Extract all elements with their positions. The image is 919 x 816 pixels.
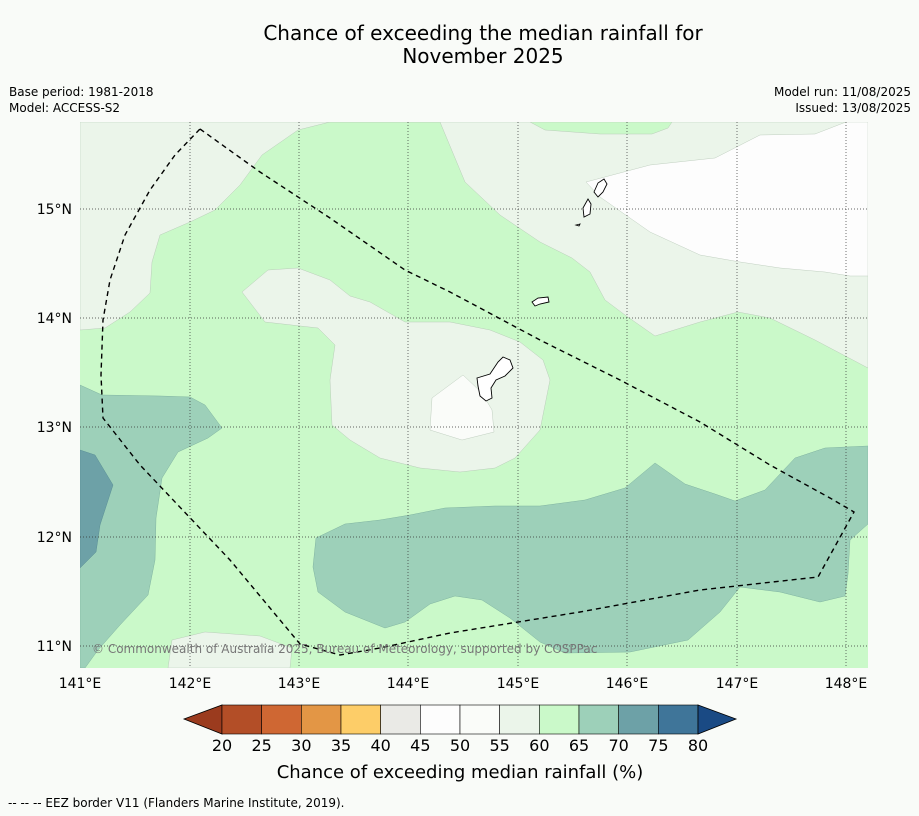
probability-region-65-70-west [80,384,223,668]
colorbar-tick-label: 20 [212,736,232,755]
colorbar-tick-label: 65 [569,736,589,755]
colorbar-swatch [380,704,421,735]
colorbar-tick-label: 60 [529,736,549,755]
colorbar: 20 25 30 35 40 45 50 55 60 65 70 75 80 Chance of exc… [182,704,738,783]
lat-label: 14°N [37,311,72,327]
colorbar-tick-label: 45 [410,736,430,755]
colorbar-tick-label: 75 [648,736,668,755]
rota-island [531,296,550,307]
colorbar-tick-label: 25 [251,736,271,755]
title-line-2: November 2025 [402,44,564,68]
colorbar-tick-label: 50 [450,736,470,755]
colorbar-ticks: 20 25 30 35 40 45 50 55 60 65 70 75 80 [212,736,708,755]
graticule [80,122,868,668]
colorbar-swatch [261,704,302,735]
island-outlines [476,178,608,402]
title-line-1: Chance of exceeding the median rainfall … [263,21,703,45]
lon-label: 147°E [716,676,759,692]
lat-label: 13°N [37,420,72,436]
colorbar-tick-label: 35 [331,736,351,755]
probability-region-50-55 [429,374,495,441]
lon-label: 148°E [825,676,868,692]
colorbar-low-extension [182,704,223,735]
colorbar-high-extension [697,704,738,735]
lat-label: 12°N [37,530,72,546]
colorbar-swatch [301,704,342,735]
probability-region-65-70-south [312,445,868,654]
model-text: Model: ACCESS-S2 [9,101,121,115]
probability-region-60-65-top [529,122,673,135]
rainfall-map [80,122,868,668]
colorbar-swatch [420,704,461,735]
colorbar-tick-label: 80 [688,736,708,755]
colorbar-tick-label: 40 [370,736,390,755]
lon-label: 145°E [497,676,540,692]
copyright-text: © Commonwealth of Australia 2025, Bureau… [92,642,597,656]
colorbar-swatch [658,704,699,735]
colorbar-swatch [340,704,381,735]
model-run-text: Model run: 11/08/2025 [773,85,911,99]
lon-label: 146°E [606,676,649,692]
eez-border [100,128,855,656]
eez-legend-note: -- -- -- EEZ border V11 (Flanders Marine… [8,796,345,810]
colorbar-swatches [221,704,699,735]
latitude-labels: 15°N 14°N 13°N 12°N 11°N [37,202,72,655]
probability-region-45-50 [585,122,868,277]
colorbar-tick-label: 30 [291,736,311,755]
colorbar-tick-label: 70 [608,736,628,755]
meta-right: Model run: 11/08/2025 Issued: 13/08/2025 [774,84,911,116]
lat-label: 15°N [37,202,72,218]
colorbar-tick-label: 55 [489,736,509,755]
colorbar-swatch [578,704,619,735]
base-period-text: Base period: 1981-2018 [9,85,154,99]
meta-left: Base period: 1981-2018 Model: ACCESS-S2 [9,84,154,116]
probability-region-55-60-south [167,631,293,668]
lat-label: 11°N [37,639,72,655]
lon-label: 142°E [169,676,212,692]
colorbar-swatch [459,704,500,735]
aguijan-island [574,223,581,227]
map-title: Chance of exceeding the median rainfall … [0,22,919,68]
probability-region-70-75-west [80,449,114,569]
lon-label: 141°E [59,676,102,692]
colorbar-swatch [539,704,580,735]
colorbar-swatch [618,704,659,735]
colorbar-swatch [221,704,262,735]
lon-label: 143°E [278,676,321,692]
longitude-labels: 141°E 142°E 143°E 144°E 145°E 146°E 147°… [59,676,868,692]
guam-island [476,356,514,402]
issued-text: Issued: 13/08/2025 [795,101,911,115]
colorbar-label: Chance of exceeding median rainfall (%) [277,762,644,783]
saipan-island [593,178,608,198]
tinian-island [582,198,592,218]
lon-label: 144°E [387,676,430,692]
colorbar-swatch [499,704,540,735]
